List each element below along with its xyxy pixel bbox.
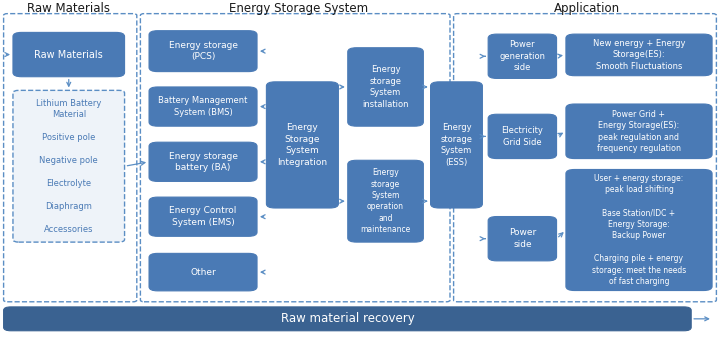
FancyBboxPatch shape: [348, 160, 423, 242]
Text: User + energy storage:
peak load shifting

Base Station/IDC +
Energy Storage:
Ba: User + energy storage: peak load shiftin…: [592, 174, 686, 286]
FancyBboxPatch shape: [13, 32, 125, 77]
Text: Energy
storage
System
installation: Energy storage System installation: [362, 65, 409, 109]
Text: Power Grid +
Energy Storage(ES):
peak regulation and
frequency regulation: Power Grid + Energy Storage(ES): peak re…: [597, 109, 681, 153]
Text: Energy
storage
System
(ESS): Energy storage System (ESS): [441, 123, 472, 167]
FancyBboxPatch shape: [566, 34, 712, 76]
Text: Energy
storage
System
operation
and
maintenance: Energy storage System operation and main…: [361, 168, 410, 234]
Text: Energy storage
battery (BA): Energy storage battery (BA): [168, 152, 238, 172]
Text: Energy storage
(PCS): Energy storage (PCS): [168, 41, 238, 61]
Text: Lithium Battery
Material

Positive pole

Negative pole

Electrolyte

Diaphragm

: Lithium Battery Material Positive pole N…: [36, 99, 102, 234]
Text: Energy Control
System (EMS): Energy Control System (EMS): [169, 207, 237, 227]
Text: Application: Application: [554, 2, 620, 15]
FancyBboxPatch shape: [149, 253, 257, 291]
Text: Raw material recovery: Raw material recovery: [281, 312, 414, 325]
FancyBboxPatch shape: [566, 104, 712, 159]
Text: Energy Storage System: Energy Storage System: [229, 2, 369, 15]
FancyBboxPatch shape: [13, 90, 125, 242]
Text: Raw Materials: Raw Materials: [35, 49, 103, 60]
FancyBboxPatch shape: [266, 82, 338, 208]
FancyBboxPatch shape: [149, 142, 257, 181]
FancyBboxPatch shape: [488, 114, 557, 159]
FancyBboxPatch shape: [431, 82, 482, 208]
FancyBboxPatch shape: [149, 197, 257, 236]
FancyBboxPatch shape: [348, 48, 423, 126]
Text: Power
generation
side: Power generation side: [500, 40, 545, 72]
FancyBboxPatch shape: [566, 169, 712, 291]
Text: Other: Other: [190, 268, 216, 277]
Text: Raw Materials: Raw Materials: [27, 2, 110, 15]
FancyBboxPatch shape: [149, 31, 257, 72]
Text: Electricity
Grid Side: Electricity Grid Side: [501, 126, 544, 147]
FancyBboxPatch shape: [488, 217, 557, 261]
FancyBboxPatch shape: [4, 307, 691, 331]
FancyBboxPatch shape: [488, 34, 557, 78]
Text: New energy + Energy
Storage(ES):
Smooth Fluctuations: New energy + Energy Storage(ES): Smooth …: [593, 39, 685, 71]
Text: Energy
Storage
System
Integration: Energy Storage System Integration: [277, 123, 328, 167]
Text: Power
side: Power side: [509, 228, 536, 249]
FancyBboxPatch shape: [149, 87, 257, 126]
Text: Battery Management
System (BMS): Battery Management System (BMS): [158, 97, 248, 117]
